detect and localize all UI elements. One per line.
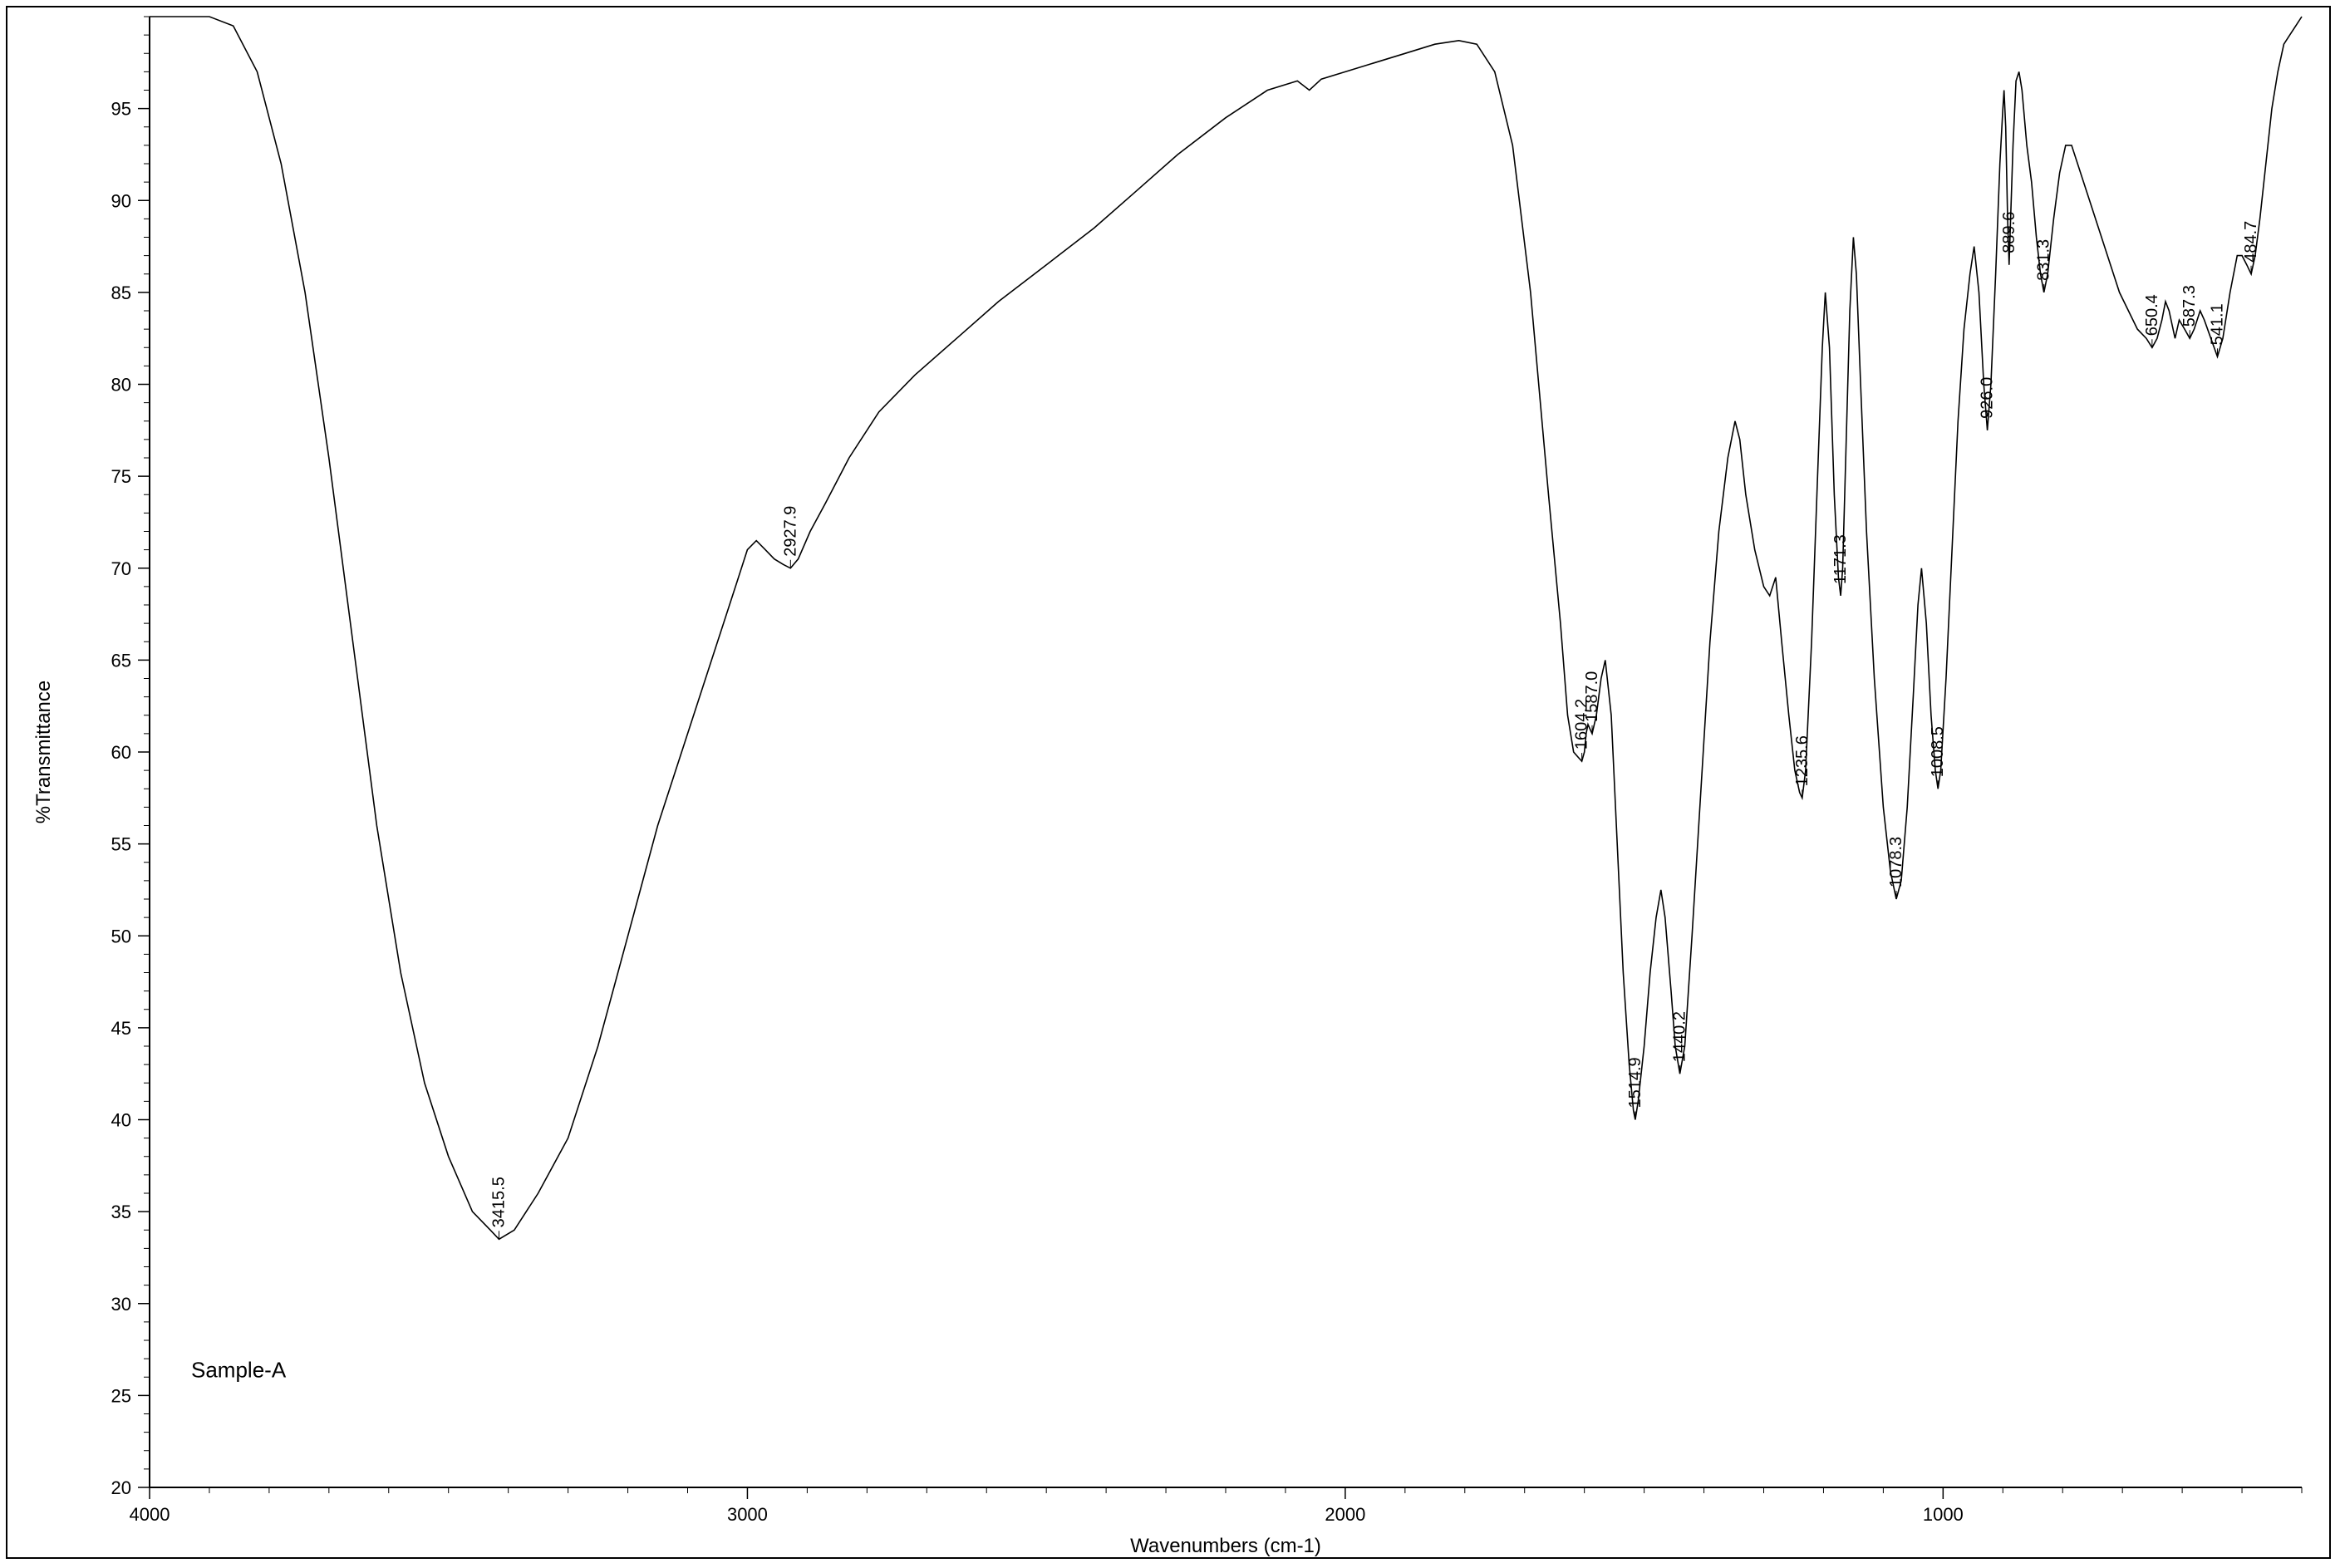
peak-label: 650.4 — [2143, 294, 2161, 336]
y-tick-label: 40 — [111, 1110, 131, 1131]
peak-label: 926.0 — [1979, 377, 1997, 419]
y-tick-label: 35 — [111, 1202, 131, 1222]
y-axis-label: %Transmittance — [32, 681, 55, 824]
y-tick-label: 90 — [111, 190, 131, 211]
peak-label: 1078.3 — [1887, 837, 1905, 887]
y-tick-label: 45 — [111, 1018, 131, 1039]
peak-label: 1235.6 — [1793, 735, 1812, 786]
peak-label: 1440.2 — [1671, 1011, 1689, 1062]
x-tick-label: 3000 — [727, 1504, 768, 1525]
x-axis-label: Wavenumbers (cm-1) — [1130, 1535, 1321, 1557]
y-tick-label: 60 — [111, 742, 131, 763]
spectrum-trace — [150, 17, 2302, 1239]
x-tick-label: 1000 — [1923, 1504, 1964, 1525]
y-tick-label: 85 — [111, 283, 131, 303]
y-tick-label: 50 — [111, 926, 131, 946]
y-tick-label: 65 — [111, 650, 131, 671]
ir-spectrum-chart: 20 25 30 35 40 45 50 55 60 65 70 75 80 85 90 95 4000 3000… — [0, 0, 2340, 1568]
y-tick-label: 95 — [111, 99, 131, 120]
y-tick-label: 30 — [111, 1294, 131, 1315]
y-tick-label: 75 — [111, 466, 131, 487]
sample-label: Sample-A — [191, 1357, 287, 1382]
peak-label: 3415.5 — [490, 1177, 509, 1227]
y-tick-label: 70 — [111, 558, 131, 579]
peak-label: 1514.9 — [1626, 1057, 1644, 1108]
x-tick-label: 2000 — [1325, 1504, 1365, 1525]
peak-label: 2927.9 — [781, 506, 799, 557]
peak-label: 587.3 — [2180, 285, 2199, 327]
peak-label: 1171.3 — [1831, 534, 1850, 584]
y-tick-label: 20 — [111, 1477, 131, 1498]
peak-label: 541.1 — [2208, 303, 2226, 345]
y-tick-label: 25 — [111, 1385, 131, 1406]
peak-label: 831.3 — [2035, 239, 2053, 281]
y-tick-label: 80 — [111, 375, 131, 396]
peak-label: 1008.5 — [1929, 726, 1947, 777]
y-tick-label: 55 — [111, 834, 131, 855]
peak-label: 1587.0 — [1583, 671, 1601, 722]
peak-label: 889.6 — [2000, 212, 2018, 253]
x-tick-label: 4000 — [130, 1504, 170, 1525]
outer-border — [7, 7, 2330, 1558]
peak-label: 484.7 — [2242, 221, 2260, 263]
spectrum-svg: 20 25 30 35 40 45 50 55 60 65 70 75 80 85 90 95 4000 3000… — [0, 0, 2340, 1568]
